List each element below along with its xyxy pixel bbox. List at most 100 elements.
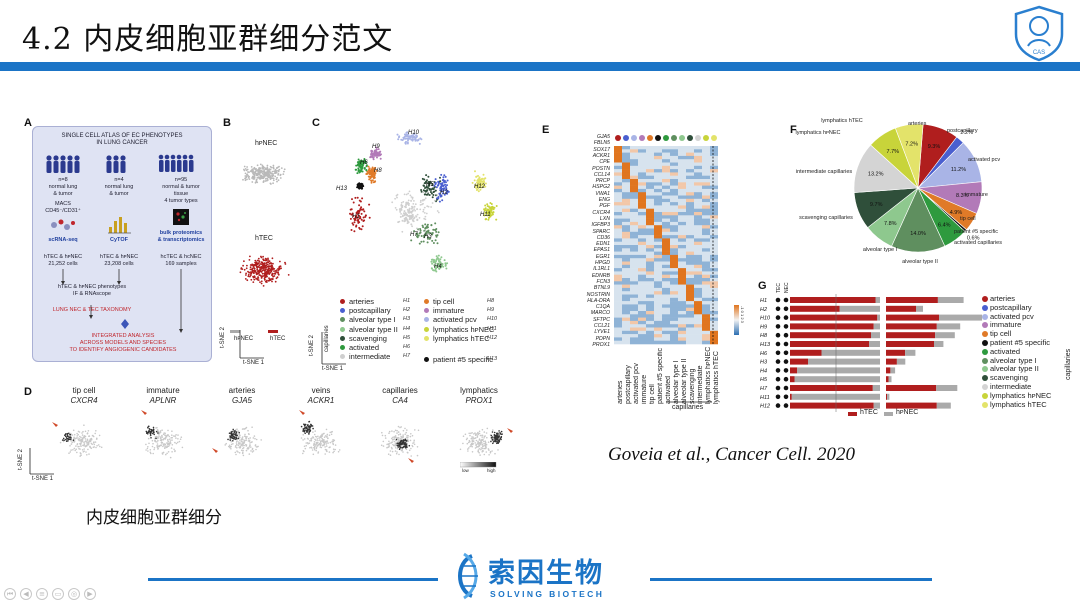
gene-label-24: BTNL9 <box>593 285 610 292</box>
point-H8 <box>373 175 376 178</box>
legend-htec-label: hTEC <box>270 336 286 342</box>
legend-label-H6: activated <box>349 343 380 352</box>
heatmap-cells <box>614 146 718 345</box>
point-H9 <box>376 151 379 154</box>
nec-dot-H8 <box>783 332 789 338</box>
bar-tec-H12 <box>790 402 874 409</box>
col3-tech2: & transcriptomics <box>157 237 205 243</box>
col3-res1: hcTEC & hcNEC <box>160 254 202 260</box>
point-H6 <box>358 165 361 168</box>
column-dot-8 <box>679 135 685 141</box>
g-legend-dot-H7 <box>982 384 988 390</box>
panel-e-heatmap <box>614 135 718 345</box>
bar-rows: H1 H2 H10 H9 H8 H13 H6 H3 H4 H5 H7 H11 H12 <box>760 294 983 412</box>
integrated-line1: INTEGRATED ANALYSIS <box>91 333 155 339</box>
first-icon[interactable]: ⏮ <box>4 588 16 600</box>
point-H4 <box>446 262 449 265</box>
legend-code-H8: H8 <box>487 298 495 304</box>
gene-label-7: PRCP <box>595 178 610 185</box>
point-H3 <box>436 242 439 245</box>
point-H5 <box>426 189 429 192</box>
column-label-4: tip cell <box>649 384 656 404</box>
g-legend-label-H6: activated <box>990 346 1021 356</box>
bar-nec-H2 <box>839 305 880 312</box>
point-H6 <box>355 164 358 167</box>
arrow-icon <box>408 458 414 463</box>
column-label-12: lymphatics hTEC <box>713 351 720 404</box>
point-H6 <box>361 170 364 173</box>
point-H3 <box>437 231 440 234</box>
column-dot-0 <box>615 135 621 141</box>
gene-label-21: IL1RL1 <box>593 266 610 273</box>
point-H7 <box>411 209 414 212</box>
tec-dot-H3 <box>775 359 781 364</box>
person-icon-group-3 <box>158 154 194 172</box>
point-H1 <box>360 206 363 209</box>
legend-swatch-H9 <box>424 308 429 314</box>
pie-label-5: patient #5 specific <box>954 229 999 235</box>
legend-label-H11: lymphatics hᴘNEC <box>433 324 495 334</box>
arrow-icon <box>507 428 513 433</box>
bar2-nec-H12 <box>936 402 951 409</box>
hpnec-scatter <box>242 163 286 185</box>
point-H1 <box>352 201 355 204</box>
col3-l2: tissue <box>173 191 189 197</box>
point-H4 <box>437 254 440 257</box>
column-dot-9 <box>687 135 693 141</box>
list-icon[interactable]: ≡ <box>36 588 48 600</box>
point-H11 <box>483 208 486 211</box>
bar2-nec-H7 <box>936 385 958 391</box>
point-H2 <box>437 197 440 200</box>
point-H12 <box>476 183 479 186</box>
taxonomy-label: LUNG NEC & TEC TAXONOMY <box>52 307 132 313</box>
slide-nav-controls[interactable]: ⏮ ◀ ≡ ▭ ◎ ▶ <box>4 588 96 600</box>
panel-e-letter: E <box>542 124 550 136</box>
point-H3 <box>432 242 435 244</box>
point-H8 <box>367 171 370 174</box>
comment-icon[interactable]: ▭ <box>52 588 64 600</box>
col1-l2: & tumor <box>53 191 73 197</box>
point-H5 <box>420 189 423 191</box>
arrow-icon <box>52 422 58 427</box>
point-H1 <box>350 208 353 211</box>
view-icon[interactable]: ◎ <box>68 588 80 600</box>
bar-nec-H9 <box>873 323 880 330</box>
gene-label-25: NOSTRIN <box>586 291 610 298</box>
prev-icon[interactable]: ◀ <box>20 588 32 600</box>
point-H11 <box>487 218 490 221</box>
point-H5 <box>429 181 432 184</box>
point-H7 <box>416 219 419 222</box>
point-H11 <box>491 213 494 216</box>
row-code-H4: H4 <box>760 368 767 374</box>
arrow-icon <box>299 410 305 415</box>
point-H12 <box>479 188 482 191</box>
point-H9 <box>379 157 382 160</box>
pie-slice-12 <box>894 123 924 189</box>
proteomics-icon <box>173 209 189 225</box>
gene-label-31: LYVE1 <box>594 329 610 336</box>
col2-n: n=4 <box>114 177 124 183</box>
point-H10 <box>419 137 422 140</box>
page-title: 4.2 内皮细胞亚群细分范文 <box>22 22 394 57</box>
next-icon[interactable]: ▶ <box>84 588 96 600</box>
panel-g-bars: H1 H2 H10 H9 H8 H13 H6 H3 H4 H5 H7 H11 H12 <box>760 294 983 412</box>
bar-nec-H12 <box>873 402 880 409</box>
feature-plot-CA4 <box>380 425 420 463</box>
point-H12 <box>477 181 480 184</box>
feature-plot-APLNR <box>141 410 184 459</box>
point-H1 <box>357 221 360 224</box>
point-H11 <box>495 218 498 221</box>
tec-dot-H12 <box>775 403 781 408</box>
tec-dot-H13 <box>775 341 781 347</box>
point-H7 <box>409 215 412 218</box>
feature-gene-0: CXCR4 <box>70 396 98 405</box>
panel-c-axes <box>321 332 346 365</box>
point-H6 <box>357 158 360 161</box>
row-code-H12: H12 <box>760 404 770 410</box>
point-H3 <box>429 237 432 240</box>
pie-pct-12: 7.2% <box>905 142 918 148</box>
legend-code-H4: H4 <box>403 325 411 332</box>
person-icon-group-1 <box>46 155 80 173</box>
point-H8 <box>373 167 376 170</box>
point-H2 <box>444 175 447 178</box>
